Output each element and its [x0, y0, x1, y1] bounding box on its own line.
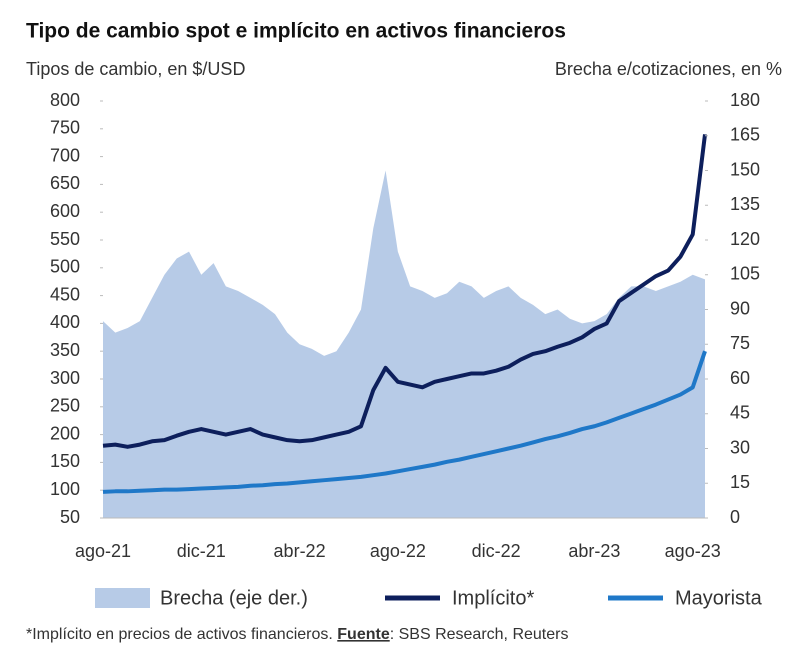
y2-tick-label: 75	[730, 333, 750, 353]
y2-axis-label: Brecha e/cotizaciones, en %	[555, 59, 782, 79]
x-tick-label: dic-22	[472, 541, 521, 561]
x-tick-label: ago-21	[75, 541, 131, 561]
footnote-source-label: Fuente	[337, 626, 390, 643]
y-tick-label: 650	[50, 173, 80, 193]
y-tick-label: 100	[50, 479, 80, 499]
y2-tick-label: 0	[730, 507, 740, 527]
y-tick-label: 750	[50, 118, 80, 138]
y-axis-label: Tipos de cambio, en $/USD	[26, 59, 245, 79]
y-tick-label: 500	[50, 257, 80, 277]
y2-tick-label: 15	[730, 472, 750, 492]
y-tick-label: 200	[50, 423, 80, 443]
y-tick-label: 300	[50, 368, 80, 388]
y-tick-label: 50	[60, 507, 80, 527]
footnote-source: : SBS Research, Reuters	[390, 626, 569, 643]
y-tick-label: 550	[50, 229, 80, 249]
y2-tick-label: 135	[730, 194, 760, 214]
chart-title: Tipo de cambio spot e implícito en activ…	[26, 20, 566, 43]
footnote: *Implícito en precios de activos financi…	[26, 626, 568, 643]
x-tick-label: ago-22	[370, 541, 426, 561]
footnote-text: *Implícito en precios de activos financi…	[26, 626, 337, 643]
y-tick-label: 350	[50, 340, 80, 360]
y2-tick-label: 90	[730, 298, 750, 318]
y2-tick-label: 180	[730, 90, 760, 110]
y-tick-label: 800	[50, 90, 80, 110]
x-tick-label: ago-23	[665, 541, 721, 561]
legend-label: Mayorista	[675, 587, 763, 609]
line	[102, 134, 707, 449]
x-tick-label: abr-23	[568, 541, 620, 561]
y2-tick-label: 105	[730, 264, 760, 284]
y2-tick-label: 165	[730, 125, 760, 145]
y2-tick-label: 120	[730, 229, 760, 249]
x-tick-label: abr-22	[274, 541, 326, 561]
x-tick-label: dic-21	[177, 541, 226, 561]
legend-label: Implícito*	[452, 587, 534, 609]
y2-tick-label: 150	[730, 159, 760, 179]
legend-label: Brecha (eje der.)	[160, 587, 308, 609]
line	[102, 350, 707, 494]
y-tick-label: 450	[50, 284, 80, 304]
y2-tick-label: 30	[730, 437, 750, 457]
y2-tick-label: 45	[730, 403, 750, 423]
y-tick-label: 250	[50, 396, 80, 416]
y-tick-label: 400	[50, 312, 80, 332]
y2-tick-label: 60	[730, 368, 750, 388]
y-tick-label: 150	[50, 451, 80, 471]
legend-swatch	[95, 588, 150, 608]
y-tick-label: 600	[50, 201, 80, 221]
y-tick-label: 700	[50, 145, 80, 165]
